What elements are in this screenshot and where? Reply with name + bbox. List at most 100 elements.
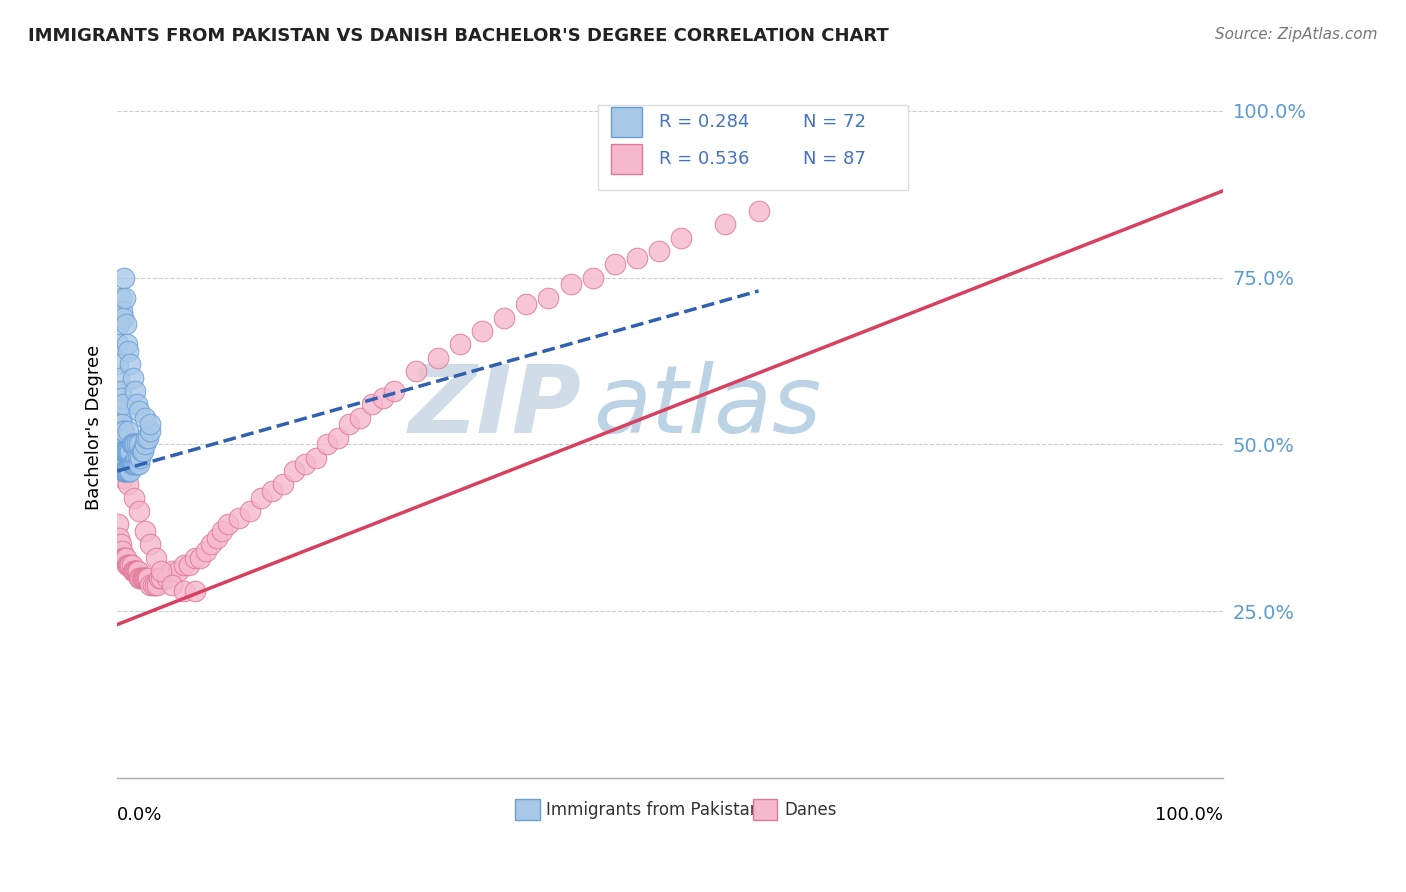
Point	[110, 458, 132, 472]
Point	[124, 384, 146, 398]
Point	[110, 431, 132, 445]
Point	[127, 450, 149, 465]
Point	[111, 397, 134, 411]
Point	[120, 558, 142, 572]
Point	[167, 564, 190, 578]
Point	[305, 450, 328, 465]
Point	[449, 337, 471, 351]
Point	[115, 464, 138, 478]
Point	[132, 571, 155, 585]
Point	[150, 571, 173, 585]
Point	[121, 437, 143, 451]
Point	[127, 437, 149, 451]
Point	[121, 564, 143, 578]
Point	[108, 417, 131, 432]
Point	[120, 464, 142, 478]
Point	[112, 550, 135, 565]
Point	[131, 571, 153, 585]
Point	[111, 424, 134, 438]
Text: N = 87: N = 87	[803, 150, 866, 168]
Point	[648, 244, 671, 258]
Point	[128, 504, 150, 518]
Point	[131, 571, 153, 585]
Point	[515, 297, 537, 311]
Point	[121, 437, 143, 451]
Point	[183, 584, 205, 599]
Point	[494, 310, 516, 325]
Point	[110, 437, 132, 451]
Point	[111, 464, 134, 478]
Text: atlas: atlas	[593, 361, 821, 452]
Point	[128, 458, 150, 472]
Point	[382, 384, 405, 398]
Point	[143, 577, 166, 591]
Point	[117, 558, 139, 572]
Point	[128, 437, 150, 451]
Point	[537, 291, 560, 305]
Point	[121, 370, 143, 384]
Point	[108, 531, 131, 545]
Point	[211, 524, 233, 538]
Point	[114, 444, 136, 458]
Point	[127, 564, 149, 578]
Point	[107, 337, 129, 351]
Point	[349, 410, 371, 425]
Point	[114, 464, 136, 478]
Point	[136, 431, 159, 445]
Point	[122, 437, 145, 451]
FancyBboxPatch shape	[598, 105, 908, 189]
Point	[117, 424, 139, 438]
Point	[111, 310, 134, 325]
Point	[371, 391, 394, 405]
Point	[125, 450, 148, 465]
Point	[112, 424, 135, 438]
Point	[139, 537, 162, 551]
Point	[117, 444, 139, 458]
Point	[115, 444, 138, 458]
Text: R = 0.536: R = 0.536	[659, 150, 749, 168]
Point	[110, 544, 132, 558]
Point	[747, 203, 769, 218]
Point	[135, 431, 157, 445]
Point	[124, 564, 146, 578]
Point	[162, 577, 184, 591]
Point	[122, 564, 145, 578]
Point	[603, 257, 626, 271]
Point	[294, 458, 316, 472]
Point	[118, 558, 141, 572]
Point	[205, 531, 228, 545]
Point	[117, 477, 139, 491]
Point	[582, 270, 605, 285]
Point	[115, 444, 138, 458]
Point	[124, 437, 146, 451]
Point	[110, 291, 132, 305]
Point	[110, 417, 132, 432]
Point	[108, 370, 131, 384]
Point	[107, 517, 129, 532]
Point	[148, 571, 170, 585]
Point	[134, 410, 156, 425]
Point	[115, 318, 138, 332]
Point	[134, 571, 156, 585]
Point	[110, 391, 132, 405]
Point	[150, 564, 173, 578]
Point	[118, 464, 141, 478]
Point	[114, 550, 136, 565]
Point	[111, 444, 134, 458]
Point	[260, 484, 283, 499]
FancyBboxPatch shape	[754, 799, 778, 820]
Point	[134, 437, 156, 451]
Text: Source: ZipAtlas.com: Source: ZipAtlas.com	[1215, 27, 1378, 42]
Point	[128, 571, 150, 585]
Point	[139, 417, 162, 432]
Point	[115, 558, 138, 572]
Point	[108, 437, 131, 451]
Point	[217, 517, 239, 532]
Point	[173, 558, 195, 572]
Point	[115, 550, 138, 565]
Point	[360, 397, 382, 411]
Point	[122, 458, 145, 472]
Point	[112, 464, 135, 478]
Point	[127, 397, 149, 411]
Point	[134, 524, 156, 538]
